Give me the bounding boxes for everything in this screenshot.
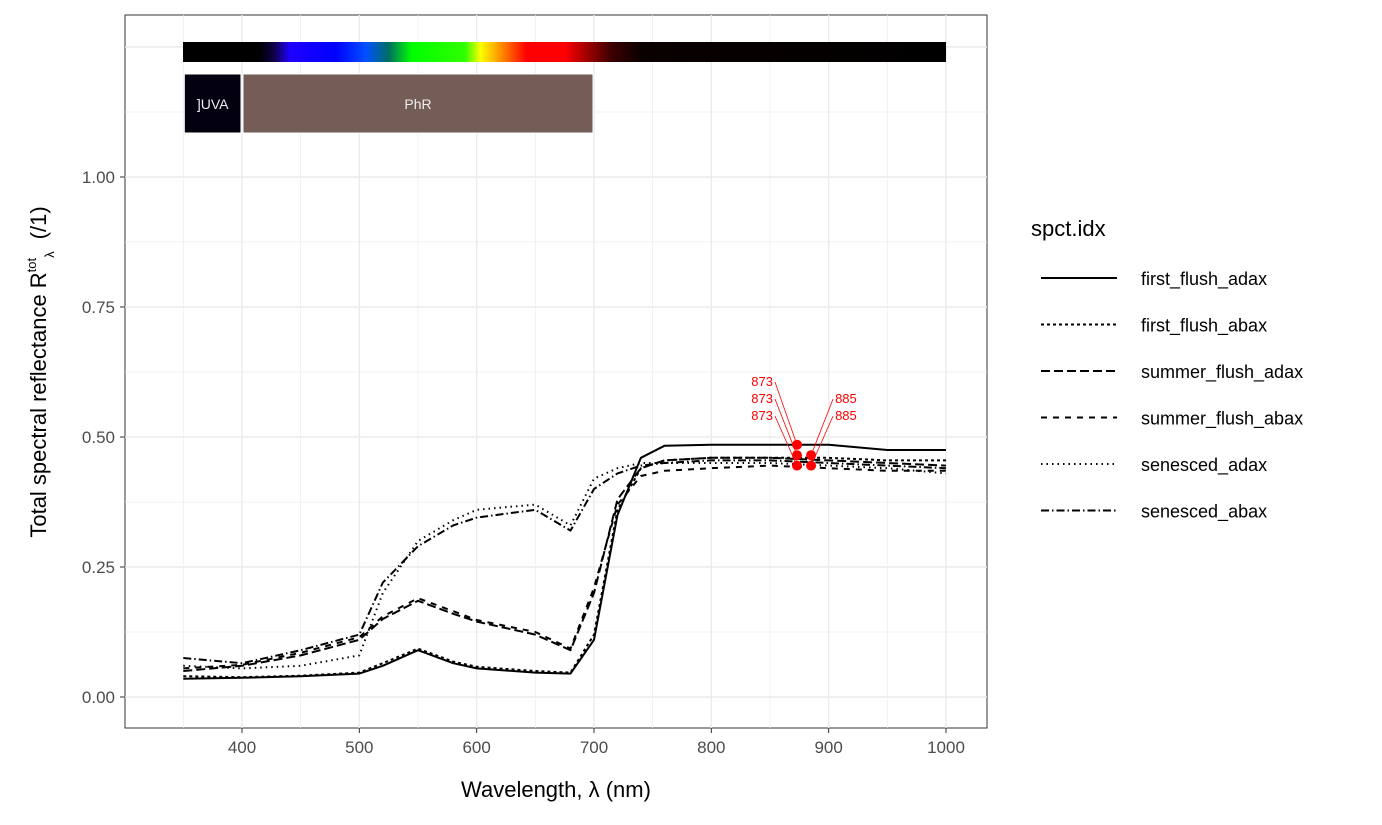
y-tick-label: 0.25	[82, 558, 115, 577]
peak-leader-line	[774, 398, 798, 456]
peak-label: 885	[835, 391, 857, 406]
series-line-first_flush_abax	[183, 456, 946, 679]
x-tick-label: 600	[462, 738, 490, 757]
series-line-summer_flush_adax	[183, 456, 947, 672]
peak-leader-line	[774, 415, 798, 466]
waveband-uva	[183, 73, 242, 134]
spectrum-colour-bar	[183, 42, 946, 62]
legend-title: spct.idx	[1031, 216, 1106, 241]
legend-label: summer_flush_abax	[1141, 409, 1303, 430]
y-tick-label: 0.00	[82, 688, 115, 707]
x-tick-label: 800	[697, 738, 725, 757]
legend-label: senesced_abax	[1141, 502, 1267, 523]
waveband-label: ]UVA	[197, 96, 229, 112]
x-tick-label: 500	[345, 738, 373, 757]
series-line-senesced_adax	[183, 462, 947, 670]
peak-leader-line	[774, 381, 798, 445]
x-tick-label: 900	[814, 738, 842, 757]
peak-label: 885	[835, 408, 857, 423]
y-tick-label: 0.75	[82, 298, 115, 317]
y-tick-label: 0.50	[82, 428, 115, 447]
x-tick-label: 400	[228, 738, 256, 757]
peak-label: 873	[751, 391, 773, 406]
peak-leader-line	[810, 415, 834, 466]
y-tick-label: 1.00	[82, 168, 115, 187]
peak-label: 873	[751, 408, 773, 423]
legend-label: summer_flush_adax	[1141, 362, 1303, 383]
plot-panel	[124, 14, 988, 729]
waveband-label: PhR	[404, 96, 431, 112]
peak-leader-line	[810, 398, 834, 456]
peak-label: 873	[751, 374, 773, 389]
x-axis-label: Wavelength, λ (nm)	[461, 777, 651, 802]
y-axis-label: Total spectral reflectance Rtotλ(/1)	[24, 206, 57, 537]
legend: spct.idx first_flush_adax first_flush_aba…	[1031, 216, 1303, 523]
x-tick-label: 700	[580, 738, 608, 757]
series-line-senesced_abax	[183, 459, 947, 665]
series-line-summer_flush_abax	[183, 464, 946, 670]
legend-label: senesced_adax	[1141, 455, 1267, 476]
x-tick-label: 1000	[927, 738, 965, 757]
legend-label: first_flush_adax	[1141, 269, 1267, 290]
waveband-phr	[242, 73, 594, 134]
legend-label: first_flush_abax	[1141, 316, 1267, 337]
